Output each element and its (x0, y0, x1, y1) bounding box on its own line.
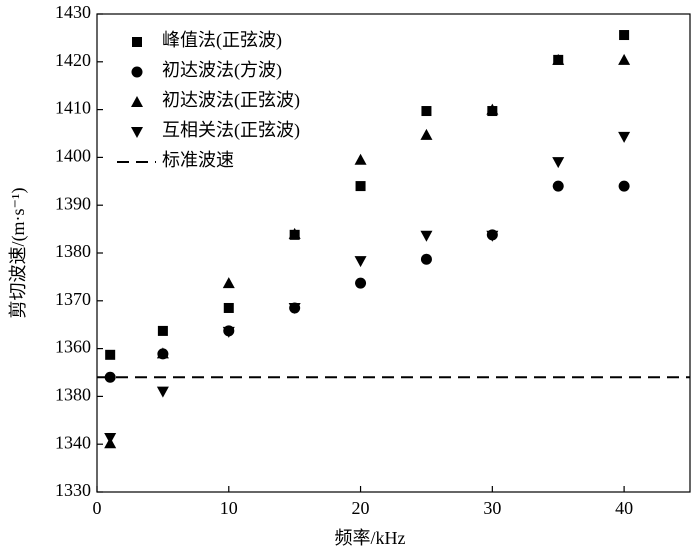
x-tick-label: 20 (352, 498, 370, 518)
marker-triangle-up (420, 128, 433, 140)
marker-square (355, 181, 366, 192)
y-tick-label: 1410 (55, 98, 91, 118)
marker-triangle-up (131, 96, 143, 107)
marker-circle (104, 371, 116, 383)
marker-triangle-up (156, 347, 169, 359)
marker-square (132, 37, 142, 47)
marker-triangle-down (354, 256, 367, 268)
x-tick-label: 40 (615, 498, 633, 518)
x-axis-label: 频率/kHz (335, 528, 406, 548)
y-tick-label: 1430 (55, 2, 91, 22)
marker-circle (420, 253, 432, 265)
x-tick-label: 10 (220, 498, 238, 518)
y-tick-label: 1400 (55, 146, 91, 166)
marker-circle (131, 66, 143, 78)
y-tick-label: 1420 (55, 50, 91, 70)
marker-triangle-down (420, 230, 433, 242)
plot-frame (96, 13, 691, 493)
y-tick-label: 1370 (55, 289, 91, 309)
marker-triangle-down (288, 302, 301, 314)
y-tick-label: 1380 (55, 385, 91, 405)
marker-circle (552, 180, 564, 192)
legend-label: 标准波速 (162, 150, 234, 170)
y-tick-label: 1340 (55, 432, 91, 452)
marker-triangle-down (131, 127, 143, 138)
x-tick-label: 30 (483, 498, 501, 518)
legend-label: 初达波法(正弦波) (162, 90, 300, 111)
marker-triangle-down (552, 157, 565, 169)
y-tick-label: 1380 (55, 241, 91, 261)
marker-triangle-down (618, 131, 631, 143)
marker-square (157, 325, 168, 336)
legend-label: 互相关法(正弦波) (162, 120, 300, 141)
marker-triangle-down (156, 386, 169, 398)
marker-triangle-down (104, 432, 117, 444)
marker-circle (618, 180, 630, 192)
y-tick-label: 1360 (55, 337, 91, 357)
marker-triangle-up (618, 53, 631, 65)
marker-triangle-up (552, 53, 565, 65)
marker-triangle-up (222, 277, 235, 289)
legend-label: 初达波法(方波) (162, 60, 282, 81)
marker-triangle-up (354, 153, 367, 165)
marker-triangle-up (486, 103, 499, 115)
marker-square (619, 30, 630, 41)
y-axis-label: 剪切波速/(m·s⁻¹) (8, 188, 29, 319)
marker-triangle-down (222, 326, 235, 338)
marker-circle (355, 277, 367, 289)
x-tick-label: 0 (93, 498, 102, 518)
marker-square (421, 106, 432, 117)
marker-square (223, 302, 234, 313)
y-tick-label: 1390 (55, 193, 91, 213)
y-tick-label: 1330 (55, 480, 91, 500)
marker-triangle-up (288, 227, 301, 239)
legend-label: 峰值法(正弦波) (162, 30, 282, 51)
marker-square (105, 349, 116, 360)
marker-triangle-down (486, 230, 499, 242)
